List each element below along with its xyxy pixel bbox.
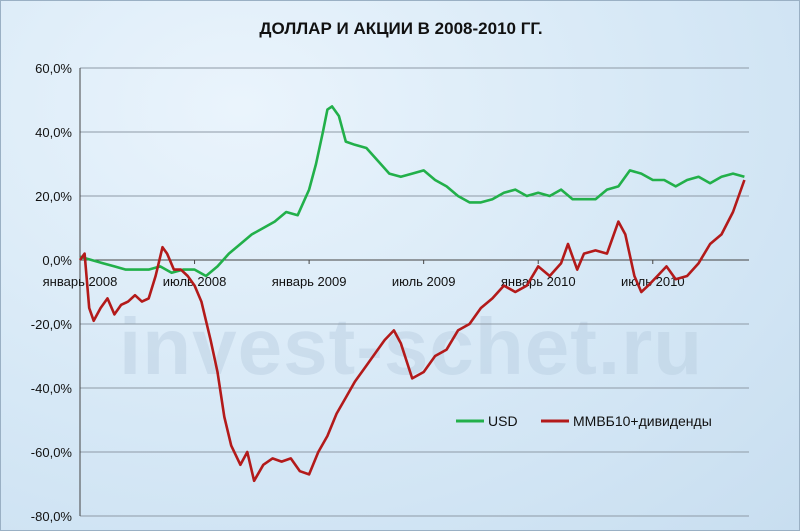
x-tick-label: июль 2009 — [392, 274, 456, 289]
x-tick-label: январь 2008 — [43, 274, 118, 289]
y-tick-label: -40,0% — [31, 381, 73, 396]
y-tick-label: 60,0% — [35, 61, 72, 76]
x-tick-label: июль 2008 — [163, 274, 227, 289]
y-tick-label: -20,0% — [31, 317, 73, 332]
y-tick-label: 40,0% — [35, 125, 72, 140]
series-line-usd — [79, 105, 745, 278]
chart-title: ДОЛЛАР И АКЦИИ В 2008-2010 ГГ. — [259, 19, 543, 38]
legend-label: USD — [488, 413, 518, 429]
y-tick-label: -60,0% — [31, 445, 73, 460]
legend-label: ММВБ10+дивиденды — [573, 413, 712, 429]
x-tick-label: январь 2009 — [272, 274, 347, 289]
y-tick-label: -80,0% — [31, 509, 73, 524]
x-tick-label: январь 2010 — [501, 274, 576, 289]
series-line-micex — [78, 179, 746, 483]
y-tick-label: 20,0% — [35, 189, 72, 204]
y-tick-label: 0,0% — [42, 253, 72, 268]
